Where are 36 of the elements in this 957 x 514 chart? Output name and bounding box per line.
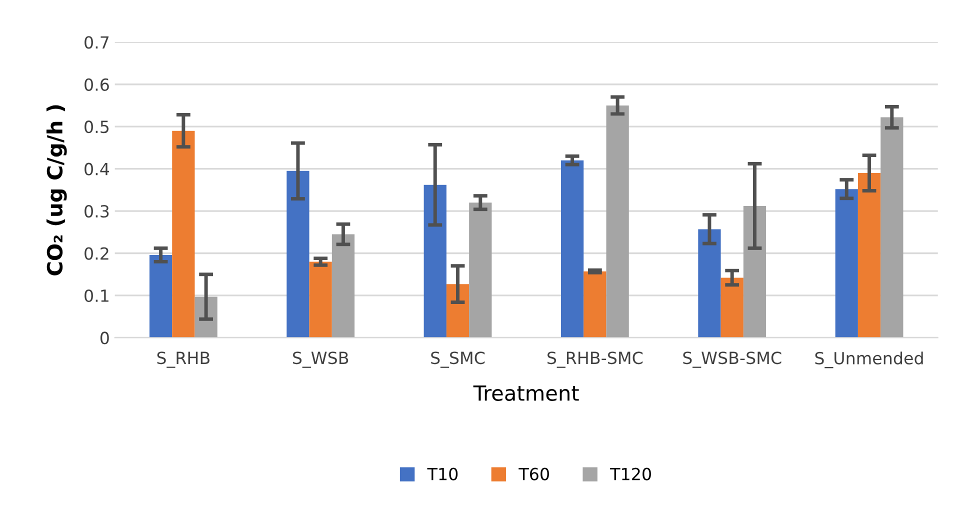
bar bbox=[606, 105, 629, 338]
bar bbox=[560, 160, 584, 338]
x-tick-label: S_SMC bbox=[431, 352, 485, 368]
y-tick-label: 0.6 bbox=[84, 78, 109, 91]
legend-label: T10 bbox=[427, 468, 458, 480]
bar bbox=[835, 189, 858, 338]
x-tick-label: S_RHB-SMC bbox=[547, 352, 643, 368]
y-tick-label: 0.4 bbox=[84, 162, 110, 176]
y-tick-label: 0.7 bbox=[84, 36, 109, 49]
bar bbox=[720, 278, 744, 338]
x-tick-label: S_WSB bbox=[292, 352, 348, 368]
x-tick-label: S_RHB bbox=[157, 352, 210, 368]
bar bbox=[424, 184, 446, 338]
bar bbox=[698, 229, 721, 338]
bar bbox=[332, 234, 355, 338]
y-tick-label: 0.2 bbox=[84, 247, 108, 260]
bar bbox=[743, 206, 766, 338]
y-tick-label: 0 bbox=[100, 332, 109, 344]
bar bbox=[309, 262, 332, 338]
bar bbox=[584, 271, 606, 338]
x-tick-label: S_WSB-SMC bbox=[683, 352, 782, 368]
bar bbox=[446, 284, 470, 338]
y-axis-title: CO₂ (ug C/g/h ) bbox=[46, 105, 67, 276]
bar bbox=[149, 254, 172, 338]
x-axis-title: Treatment bbox=[473, 385, 579, 401]
bar bbox=[469, 202, 492, 338]
y-tick-label: 0.1 bbox=[84, 289, 108, 302]
legend-label: T60 bbox=[518, 468, 549, 480]
bar bbox=[880, 117, 904, 338]
y-tick-label: 0.5 bbox=[84, 120, 109, 134]
bar bbox=[172, 130, 195, 338]
x-tick-label: S_Unmended bbox=[815, 352, 923, 368]
y-tick-label: 0.3 bbox=[84, 204, 109, 218]
legend-label: T120 bbox=[610, 468, 651, 480]
bar bbox=[858, 173, 881, 338]
bar bbox=[286, 170, 310, 338]
